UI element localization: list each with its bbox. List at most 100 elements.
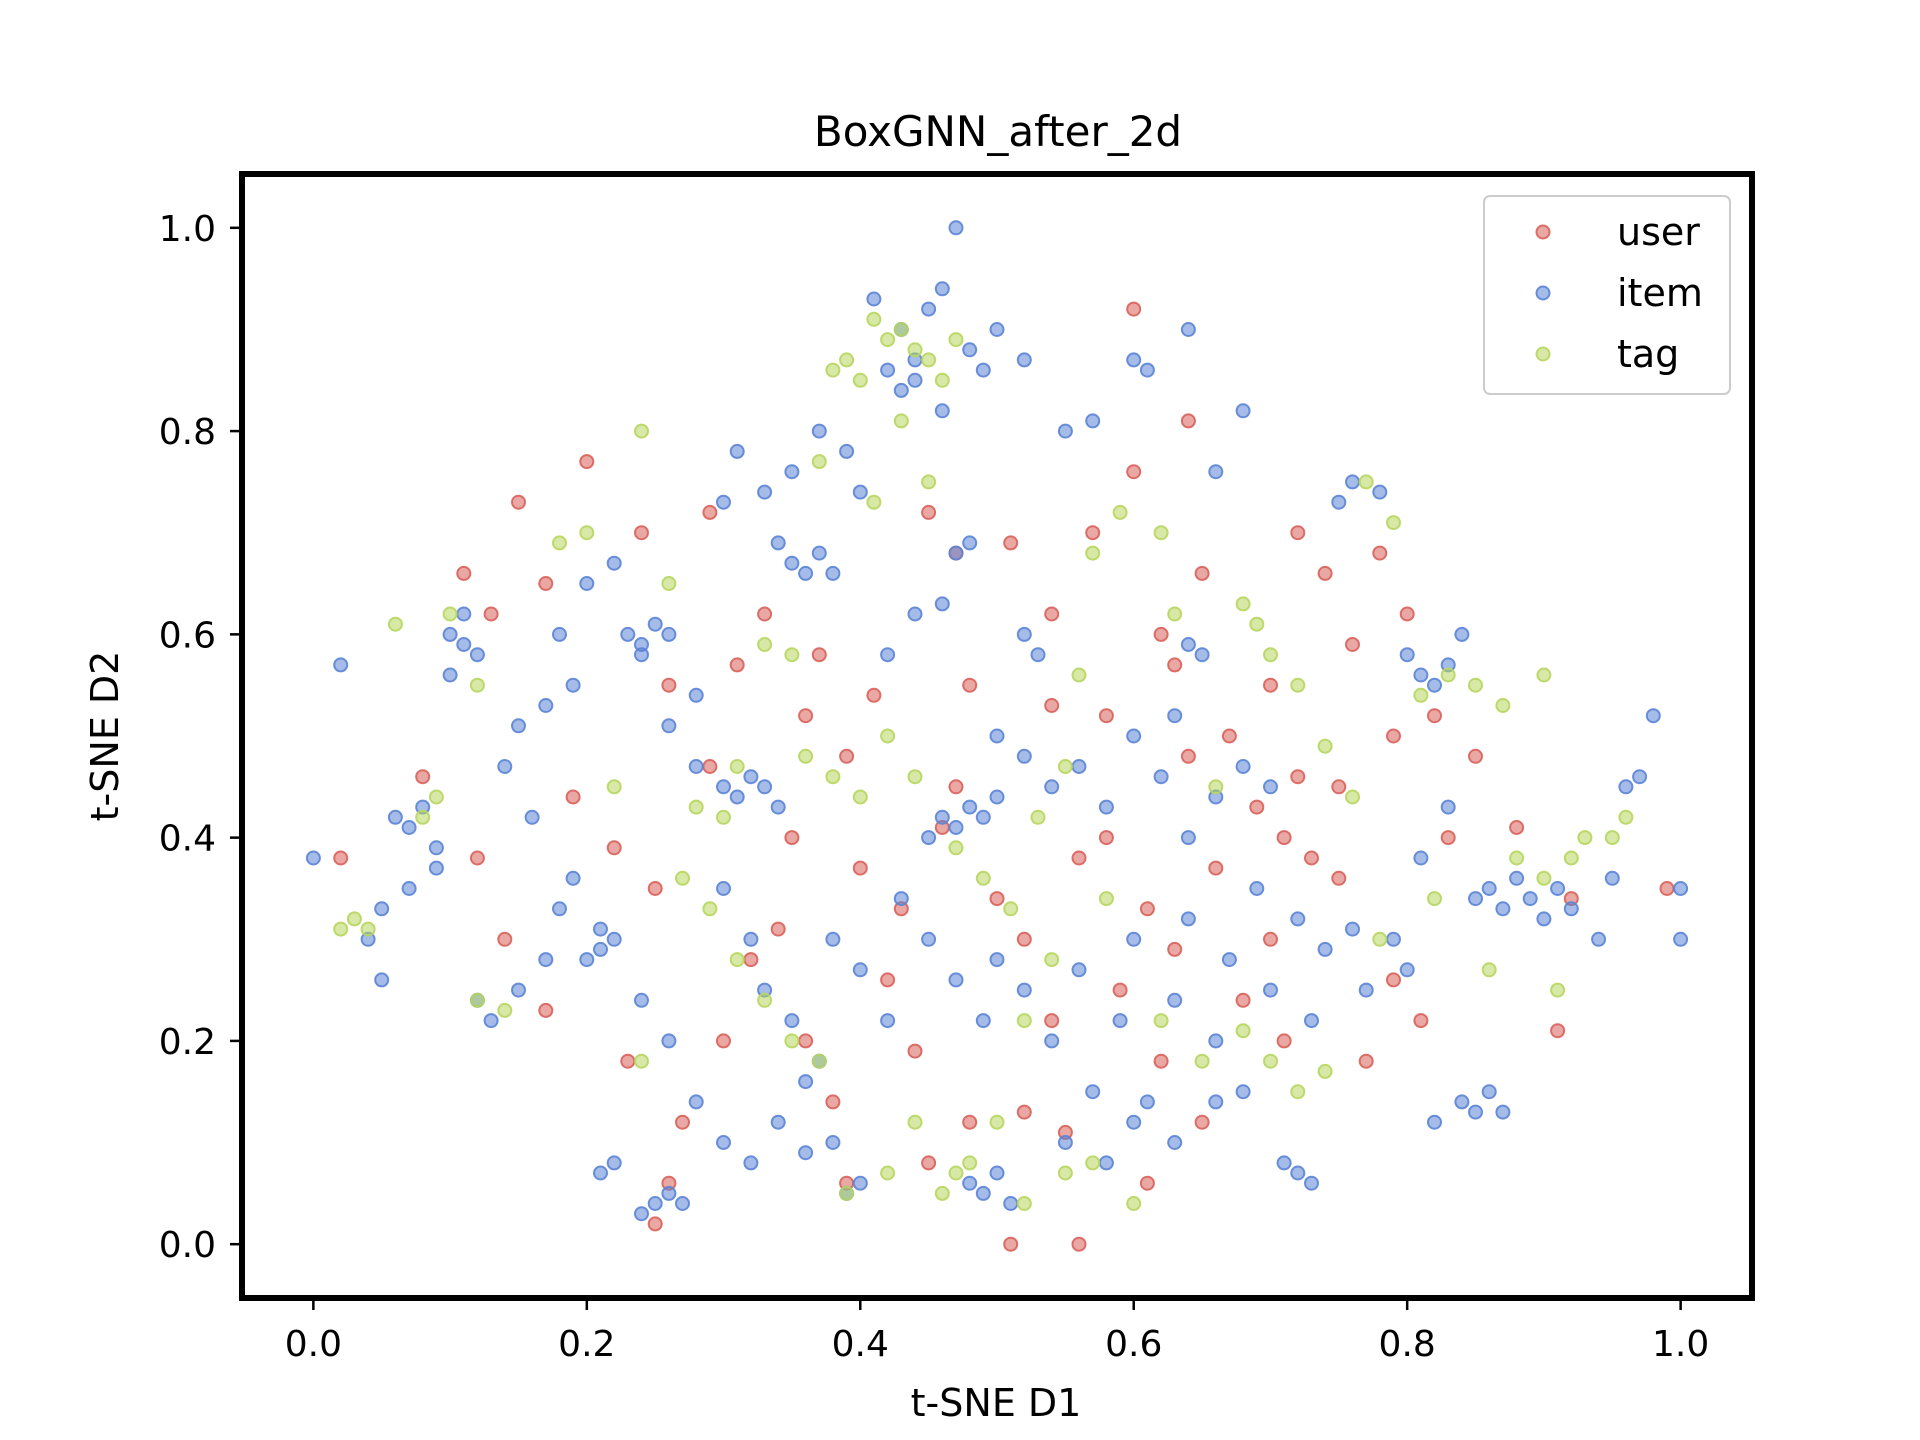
point-item <box>1427 1114 1442 1130</box>
point-item <box>634 647 649 663</box>
point-tag <box>825 769 841 785</box>
point-item <box>975 1185 991 1201</box>
point-item <box>1003 1196 1019 1211</box>
point-tag <box>1468 677 1483 693</box>
point-item <box>989 322 1005 337</box>
point-item <box>1345 474 1360 490</box>
y-axis-ticks: 0.0 0.2 0.4 0.6 0.8 1.0 <box>159 209 242 1266</box>
point-item <box>456 637 472 652</box>
point-item <box>1468 891 1483 907</box>
point-item <box>1016 748 1032 764</box>
point-user <box>1427 708 1442 724</box>
point-tag <box>1194 1053 1210 1069</box>
point-tag <box>675 870 690 886</box>
point-tag <box>1386 515 1401 531</box>
point-item <box>1345 921 1360 937</box>
point-tag <box>852 372 868 388</box>
point-item <box>1413 850 1429 866</box>
point-tag <box>606 779 622 795</box>
point-item <box>524 809 540 825</box>
point-item <box>675 1196 690 1211</box>
point-item <box>661 718 677 734</box>
point-user <box>1358 1053 1374 1069</box>
point-item <box>880 362 896 378</box>
point-item <box>716 779 731 795</box>
point-tag <box>1003 901 1019 917</box>
point-tag <box>360 921 376 937</box>
point-user <box>784 830 800 846</box>
point-item <box>852 484 868 500</box>
x-tick-label: 0.8 <box>1379 1324 1436 1365</box>
point-tag <box>688 799 704 815</box>
point-tag <box>497 1002 513 1018</box>
point-item <box>1057 423 1073 439</box>
point-item <box>1645 708 1661 724</box>
point-tag <box>661 576 677 591</box>
point-item <box>1180 911 1196 927</box>
y-tick-label: 0.8 <box>159 412 216 453</box>
point-user <box>1112 982 1128 998</box>
point-item <box>1085 413 1101 429</box>
point-user <box>511 494 526 510</box>
point-tag <box>839 1185 855 1201</box>
point-tag <box>1057 1165 1073 1181</box>
point-tag <box>1317 1063 1333 1079</box>
point-item <box>1481 881 1497 896</box>
point-item <box>1249 881 1265 896</box>
point-user <box>469 850 485 866</box>
point-item <box>1427 677 1442 693</box>
x-tick-label: 0.0 <box>285 1324 342 1365</box>
point-tag <box>469 992 485 1008</box>
point-tag <box>552 535 567 551</box>
point-item <box>1208 464 1224 480</box>
point-item <box>1167 708 1183 724</box>
point-user <box>1386 728 1401 744</box>
point-item <box>907 372 923 388</box>
point-tag <box>934 1185 950 1201</box>
point-item <box>729 789 745 805</box>
point-item <box>934 403 950 419</box>
point-tag <box>948 840 964 856</box>
point-user <box>1003 1236 1019 1252</box>
point-user <box>1180 413 1196 429</box>
point-tag <box>333 921 349 937</box>
point-item <box>374 972 390 988</box>
point-item <box>716 881 731 896</box>
point-user <box>579 454 595 470</box>
y-axis-label: t-SNE D2 <box>83 651 127 822</box>
point-item <box>620 626 636 642</box>
point-user <box>989 891 1005 907</box>
point-tag <box>811 454 827 470</box>
point-user <box>1331 779 1347 795</box>
point-user <box>702 759 718 774</box>
point-item <box>579 576 595 591</box>
point-user <box>1003 535 1019 551</box>
point-item <box>934 281 950 297</box>
point-item <box>866 291 882 307</box>
series-user <box>333 301 1675 1252</box>
point-user <box>1139 901 1155 917</box>
point-tag <box>921 474 937 490</box>
point-item <box>1071 759 1087 774</box>
point-tag <box>825 362 841 378</box>
point-item <box>538 698 554 713</box>
point-user <box>948 779 964 795</box>
point-user <box>866 687 882 703</box>
point-item <box>456 606 472 622</box>
point-item <box>688 687 704 703</box>
point-user <box>1098 830 1114 846</box>
point-item <box>1563 901 1579 917</box>
point-tag <box>1098 891 1114 907</box>
x-tick-label: 0.6 <box>1105 1324 1162 1365</box>
point-tag <box>907 342 923 358</box>
y-tick-label: 0.2 <box>159 1022 216 1063</box>
legend-box <box>1483 195 1731 395</box>
point-tag <box>1358 474 1374 490</box>
point-tag <box>579 525 595 541</box>
point-tag <box>1235 1023 1251 1039</box>
point-user <box>647 1216 663 1232</box>
point-tag <box>1208 779 1224 795</box>
point-user <box>1249 799 1265 815</box>
scatter-points <box>305 220 1689 1252</box>
